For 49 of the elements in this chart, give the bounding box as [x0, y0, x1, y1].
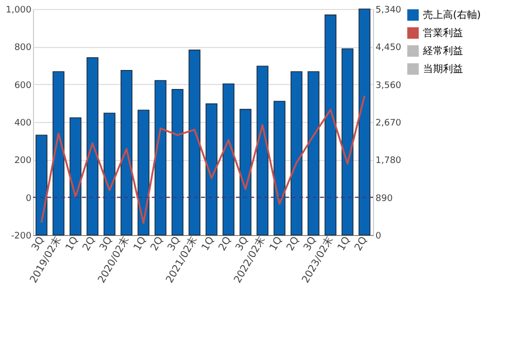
bar — [104, 112, 116, 236]
x-tick-label: 2Q — [285, 234, 302, 253]
y2-tick-label: 1,780 — [376, 156, 402, 166]
y2-tick-label: 5,340 — [376, 6, 402, 16]
bar — [222, 84, 234, 236]
legend-label: 当期利益 — [423, 63, 463, 75]
x-tick-label: 1Q — [200, 234, 217, 253]
y-tick-label: 800 — [14, 43, 32, 54]
x-tick-label: 2Q — [149, 234, 166, 253]
y2-tick-label: 890 — [376, 194, 393, 204]
bar — [256, 66, 268, 236]
y2-tick-label: 3,560 — [376, 80, 402, 91]
bar — [188, 50, 200, 236]
y-tick-label: 200 — [14, 156, 32, 166]
bar — [324, 14, 336, 236]
bar — [36, 134, 48, 236]
legend-label: 売上高(右軸) — [423, 9, 481, 21]
bar — [308, 71, 320, 236]
legend-label: 経常利益 — [422, 45, 463, 57]
x-tick-label: 2Q — [81, 234, 98, 253]
y-tick-label: 400 — [14, 118, 32, 128]
y-tick-label: -200 — [11, 232, 32, 242]
bar — [120, 70, 132, 236]
bar — [358, 8, 370, 236]
legend-label: 営業利益 — [423, 27, 463, 39]
bar — [52, 71, 64, 236]
bar — [138, 110, 150, 236]
bar — [342, 48, 354, 236]
bar — [172, 89, 184, 236]
y-tick-label: 600 — [14, 80, 32, 91]
bar — [274, 100, 286, 236]
y-tick-label: 1,000 — [6, 6, 32, 16]
bar — [86, 57, 98, 236]
bar — [240, 108, 252, 236]
y2-tick-label: 0 — [376, 232, 382, 242]
y2-tick-label: 4,450 — [376, 43, 402, 54]
bar — [290, 71, 302, 236]
y2-tick-label: 2,670 — [376, 118, 402, 128]
x-tick-label: 1Q — [132, 234, 149, 253]
line-series — [40, 94, 366, 224]
x-tick-label: 1Q — [336, 234, 353, 253]
y-tick-label: 0 — [26, 194, 32, 204]
bar — [154, 80, 166, 236]
bar — [70, 117, 82, 236]
x-tick-label: 1Q — [268, 234, 285, 253]
x-tick-label: 1Q — [64, 234, 81, 253]
x-tick-label: 2Q — [353, 234, 370, 253]
bar — [206, 103, 218, 236]
x-tick-label: 2Q — [217, 234, 234, 253]
